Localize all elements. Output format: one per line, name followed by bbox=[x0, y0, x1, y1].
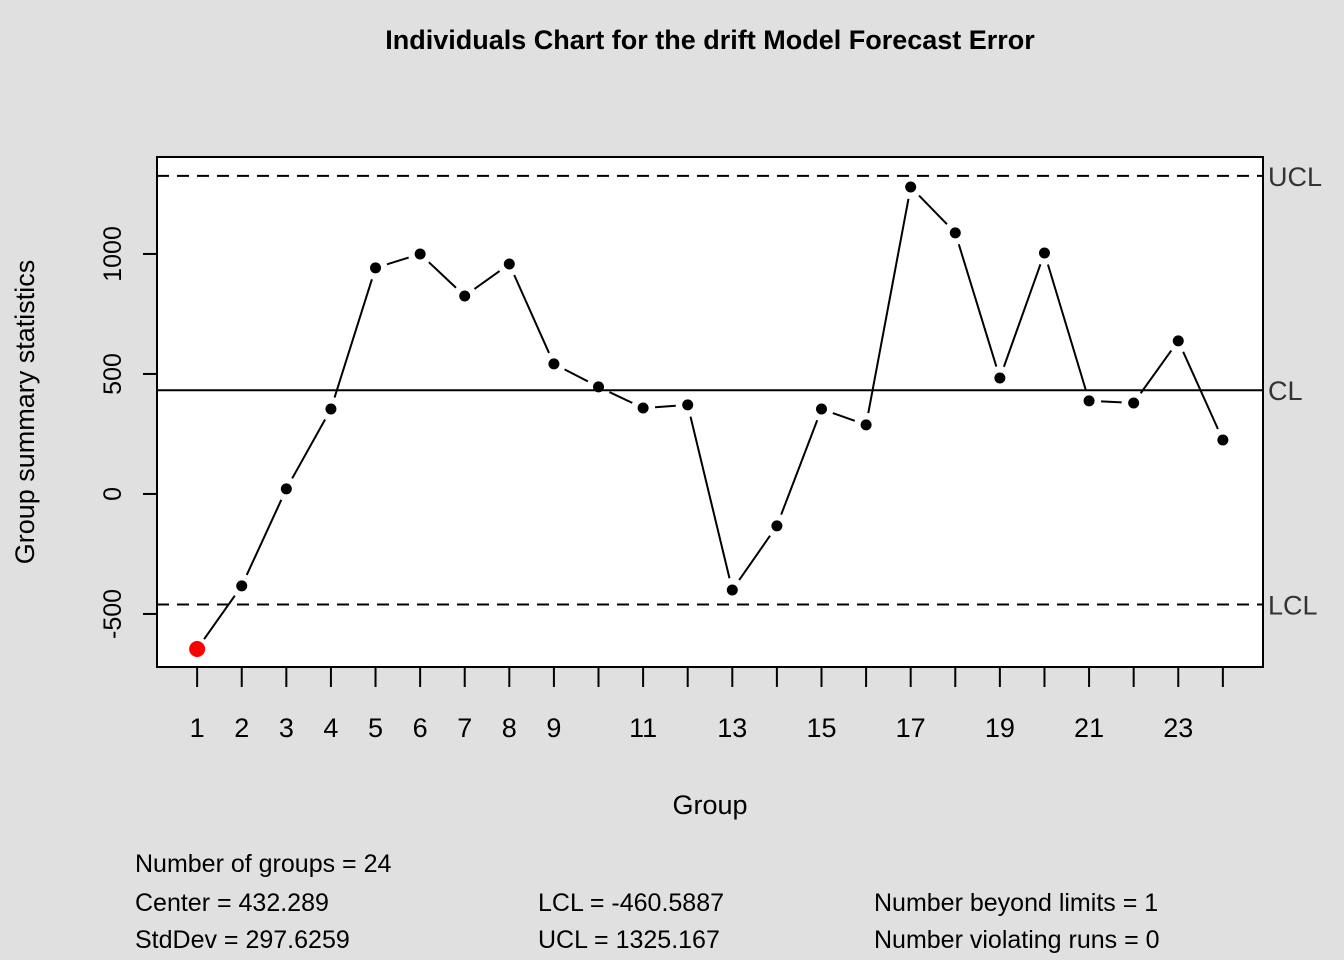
series-segment bbox=[780, 419, 819, 516]
series-segment bbox=[245, 499, 283, 576]
data-point bbox=[771, 520, 783, 532]
data-point bbox=[1172, 335, 1184, 347]
data-point bbox=[1217, 434, 1229, 446]
data-point bbox=[682, 399, 694, 411]
data-point bbox=[949, 227, 961, 239]
series-segment bbox=[386, 256, 409, 266]
data-point bbox=[325, 403, 337, 415]
plot-area bbox=[156, 156, 1264, 668]
x-tick-label: 23 bbox=[1163, 713, 1193, 743]
limit-label-ucl: UCL bbox=[1268, 162, 1322, 192]
y-tick-label: 500 bbox=[99, 353, 127, 395]
data-point bbox=[815, 403, 827, 415]
data-point bbox=[593, 381, 605, 393]
series-segment bbox=[1101, 400, 1122, 404]
series-segment bbox=[957, 244, 998, 367]
series-segment bbox=[655, 404, 676, 409]
x-tick-label: 21 bbox=[1074, 713, 1104, 743]
data-point bbox=[726, 584, 738, 596]
series-segment bbox=[564, 368, 589, 383]
series-segment bbox=[291, 418, 326, 479]
data-point bbox=[370, 262, 382, 274]
data-point bbox=[236, 580, 248, 592]
x-tick-label: 19 bbox=[985, 713, 1015, 743]
x-tick-label: 1 bbox=[190, 713, 205, 743]
y-tick-label: 1000 bbox=[99, 226, 127, 282]
data-point bbox=[1038, 247, 1050, 259]
data-point bbox=[637, 402, 649, 414]
x-tick-label: 9 bbox=[546, 713, 561, 743]
limit-label-lcl: LCL bbox=[1268, 591, 1318, 621]
limit-label-cl: CL bbox=[1268, 376, 1303, 406]
stat-groups: Number of groups = 24 bbox=[135, 850, 391, 878]
stat-beyond-limits: Number beyond limits = 1 bbox=[874, 889, 1158, 917]
data-point bbox=[548, 358, 560, 370]
series-segment bbox=[867, 198, 910, 414]
x-tick-label: 8 bbox=[502, 713, 517, 743]
series-segment bbox=[1046, 264, 1087, 390]
series-segment bbox=[738, 535, 771, 581]
series-segment bbox=[428, 261, 457, 289]
series-segment bbox=[513, 274, 550, 354]
series-segment bbox=[832, 412, 856, 422]
stat-center: Center = 432.289 bbox=[135, 889, 329, 917]
series-segment bbox=[918, 194, 948, 225]
x-tick-label: 5 bbox=[368, 713, 383, 743]
x-tick-label: 7 bbox=[457, 713, 472, 743]
y-axis-label: Group summary statistics bbox=[10, 260, 40, 565]
data-point bbox=[1083, 395, 1095, 407]
stat-stddev: StdDev = 297.6259 bbox=[135, 926, 350, 954]
data-point bbox=[1128, 397, 1140, 409]
x-tick-label: 17 bbox=[896, 713, 926, 743]
series-segment bbox=[203, 595, 236, 640]
data-point bbox=[503, 258, 515, 270]
x-tick-label: 2 bbox=[234, 713, 249, 743]
x-tick-label: 3 bbox=[279, 713, 294, 743]
series-segment bbox=[689, 416, 731, 579]
series-segment bbox=[333, 279, 373, 398]
x-tick-label: 11 bbox=[629, 713, 657, 743]
y-tick-label: 0 bbox=[99, 487, 127, 501]
data-point bbox=[280, 483, 292, 495]
stat-ucl: UCL = 1325.167 bbox=[538, 926, 720, 954]
data-point bbox=[459, 290, 471, 302]
x-tick-label: 4 bbox=[323, 713, 338, 743]
x-tick-label: 13 bbox=[717, 713, 747, 743]
stat-violating-runs: Number violating runs = 0 bbox=[874, 926, 1160, 954]
data-point bbox=[994, 372, 1006, 384]
data-point bbox=[905, 181, 917, 193]
series-segment bbox=[1002, 263, 1042, 368]
series-segment bbox=[473, 270, 501, 290]
series-segment bbox=[1139, 350, 1173, 394]
x-axis-label: Group bbox=[672, 790, 747, 820]
stat-lcl: LCL = -460.5887 bbox=[538, 889, 724, 917]
series-segment bbox=[1182, 351, 1219, 430]
data-point-violation bbox=[189, 641, 206, 657]
data-point bbox=[414, 248, 426, 260]
chart-title: Individuals Chart for the drift Model Fo… bbox=[385, 25, 1035, 55]
x-tick-label: 15 bbox=[806, 713, 836, 743]
x-tick-label: 6 bbox=[413, 713, 428, 743]
y-tick-label: -500 bbox=[99, 589, 127, 639]
data-point bbox=[860, 419, 872, 431]
series-segment bbox=[608, 391, 633, 404]
